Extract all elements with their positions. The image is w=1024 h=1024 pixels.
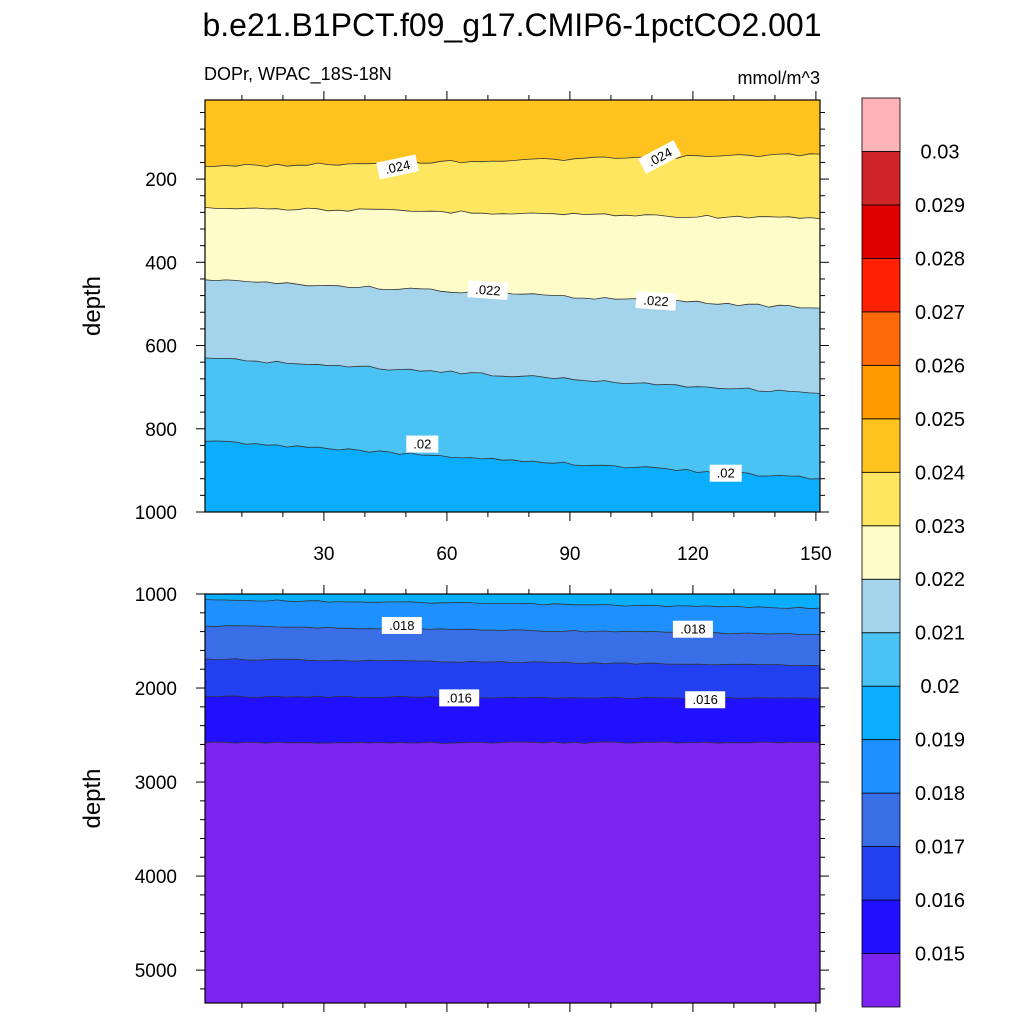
colorbar-label: 0.021 bbox=[915, 623, 965, 645]
colorbar-label: 0.026 bbox=[915, 355, 965, 377]
colorbar-swatch bbox=[861, 258, 901, 313]
colorbar-swatch bbox=[861, 632, 901, 687]
colorbar-swatch bbox=[861, 151, 901, 206]
colorbar-label: 0.02 bbox=[921, 676, 960, 698]
colorbar-label: 0.023 bbox=[915, 516, 965, 538]
contour-label-text: .018 bbox=[389, 618, 414, 633]
contour-label-text: .02 bbox=[717, 466, 735, 481]
variable-region-label: DOPr, WPAC_18S-18N bbox=[204, 64, 392, 85]
y-tick-label: 600 bbox=[145, 337, 177, 358]
contour-line bbox=[204, 153, 821, 167]
y-tick-label: 1000 bbox=[135, 503, 177, 524]
lower-panel: .018 .018 .016 .016 1000 2000 3000 4000 5000 dept… bbox=[79, 585, 829, 1012]
y-tick-label: 1000 bbox=[135, 585, 177, 606]
contour-label-box bbox=[439, 689, 480, 707]
contour-label-text: .022 bbox=[475, 282, 501, 299]
contour-label: .016 bbox=[685, 691, 726, 709]
chart-title: b.e21.B1PCT.f09_g17.CMIP6-1pctCO2.001 bbox=[202, 7, 821, 43]
contour-line bbox=[204, 357, 821, 394]
colorbar-swatch bbox=[861, 739, 901, 794]
contour-label: .024 bbox=[376, 154, 419, 180]
contour-label: .018 bbox=[381, 616, 422, 634]
contour-label: .02 bbox=[709, 464, 742, 482]
colorbar-swatch bbox=[861, 899, 901, 954]
contour-label: .018 bbox=[672, 620, 713, 638]
colorbar-swatch bbox=[861, 578, 901, 634]
colorbar-swatch bbox=[861, 685, 901, 741]
plot-frame bbox=[204, 593, 821, 1004]
contour-label-box bbox=[709, 464, 742, 482]
contour-label-box bbox=[672, 620, 713, 638]
contour-label-text: .024 bbox=[384, 157, 412, 177]
y-axis-title: depth bbox=[79, 768, 106, 828]
y-tick-label: 4000 bbox=[135, 867, 177, 888]
colorbar-label: 0.027 bbox=[915, 302, 965, 324]
colorbar-label: 0.022 bbox=[915, 569, 965, 591]
contour-label-box bbox=[376, 154, 419, 180]
contour-label-text: .018 bbox=[680, 622, 705, 637]
y-tick-label: 3000 bbox=[135, 773, 177, 794]
y-tick-label: 400 bbox=[145, 253, 177, 274]
colorbar-swatch bbox=[861, 311, 901, 366]
y-tick-label: 2000 bbox=[135, 679, 177, 700]
contour-label-text: .016 bbox=[447, 690, 472, 705]
y-tick-label: 800 bbox=[145, 420, 177, 441]
y-tick-label: 200 bbox=[145, 170, 177, 191]
contour-label-text: .02 bbox=[413, 437, 431, 452]
contour-label: .02 bbox=[406, 435, 439, 453]
colorbar-label: 0.017 bbox=[915, 837, 965, 859]
colorbar-swatch bbox=[861, 525, 901, 580]
contour-label-text: .022 bbox=[643, 293, 669, 310]
colorbar-label: 0.025 bbox=[915, 409, 965, 431]
contour-label-box bbox=[635, 291, 677, 311]
colorbar-swatch bbox=[861, 418, 901, 473]
contour-line bbox=[204, 207, 821, 219]
colorbar-swatch bbox=[861, 471, 901, 527]
contour-label-text: .016 bbox=[693, 692, 718, 707]
contour-label-box bbox=[685, 691, 726, 709]
colorbar-swatch bbox=[861, 97, 901, 152]
plot-frame bbox=[204, 99, 821, 513]
colorbar-label: 0.028 bbox=[915, 248, 965, 270]
contour-line bbox=[204, 279, 821, 309]
colorbar-label: 0.03 bbox=[921, 142, 960, 164]
contour-label: .022 bbox=[635, 291, 677, 311]
x-tick-label: 90 bbox=[559, 544, 580, 565]
colorbar-swatch bbox=[861, 364, 901, 420]
colorbar-swatch bbox=[861, 204, 901, 259]
colorbar-label: 0.015 bbox=[915, 944, 965, 966]
colorbar-label: 0.024 bbox=[915, 462, 965, 484]
colorbar-swatch bbox=[861, 846, 901, 901]
units-label: mmol/m^3 bbox=[738, 68, 820, 88]
colorbar-swatch bbox=[861, 792, 901, 847]
colorbar-label: 0.019 bbox=[915, 730, 965, 752]
y-tick-label: 5000 bbox=[135, 961, 177, 982]
colorbar-label: 0.018 bbox=[915, 783, 965, 805]
contour-line bbox=[204, 599, 821, 610]
contour-label-box bbox=[406, 435, 439, 453]
contour-label: .016 bbox=[439, 689, 480, 707]
x-tick-label: 150 bbox=[800, 544, 832, 565]
contour-band bbox=[205, 441, 820, 512]
colorbar: 0.015 0.016 0.017 0.018 0.019 0.02 0.021 0.022 0… bbox=[861, 97, 965, 1008]
contour-label: .022 bbox=[467, 280, 509, 300]
contour-line bbox=[204, 741, 821, 744]
y-axis-title: depth bbox=[79, 276, 106, 336]
contour-band bbox=[205, 741, 820, 1003]
x-tick-label: 30 bbox=[313, 544, 334, 565]
contour-line bbox=[204, 658, 821, 667]
contour-label-box bbox=[467, 280, 509, 300]
contour-line bbox=[204, 625, 820, 635]
x-tick-label: 60 bbox=[436, 544, 457, 565]
x-tick-label: 120 bbox=[677, 544, 709, 565]
colorbar-label: 0.029 bbox=[915, 195, 965, 217]
colorbar-swatch bbox=[861, 953, 901, 1008]
colorbar-label: 0.016 bbox=[915, 890, 965, 912]
contour-label-box bbox=[638, 140, 682, 174]
contour-label-box bbox=[381, 616, 422, 634]
